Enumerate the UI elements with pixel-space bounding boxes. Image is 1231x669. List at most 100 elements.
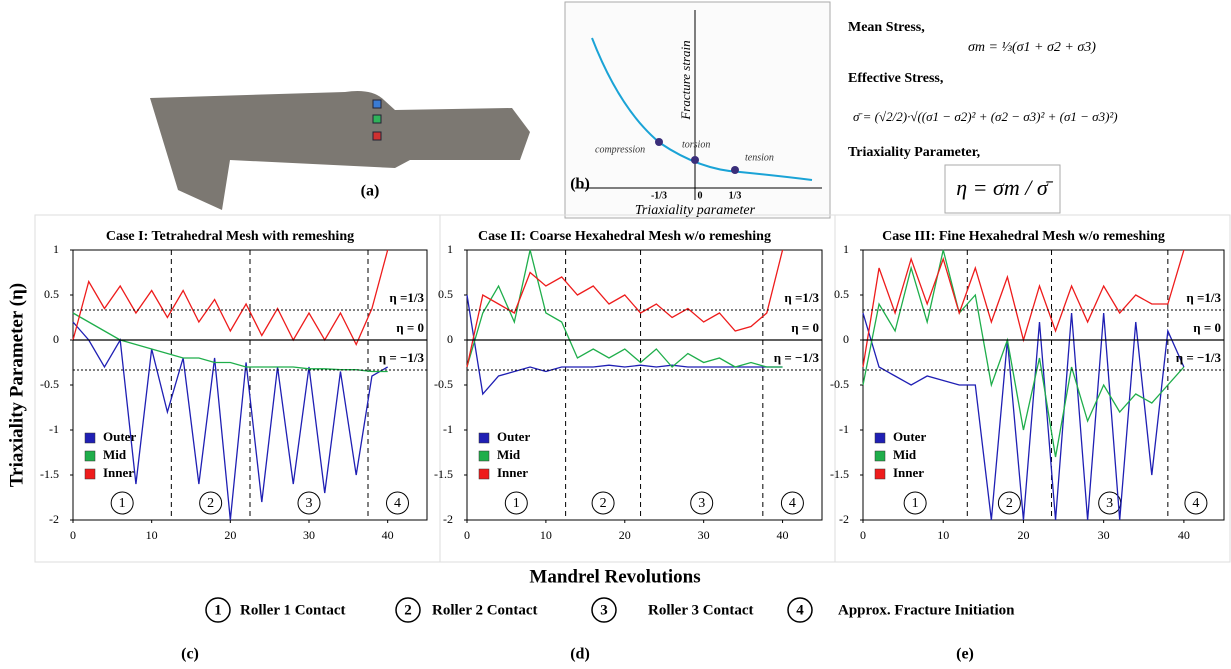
stage-label: 1	[119, 496, 126, 511]
point	[691, 156, 699, 164]
point-label: tension	[745, 152, 774, 163]
x-tick-label: 20	[1017, 528, 1029, 542]
marker-outer	[372, 99, 382, 109]
panel-frame	[439, 214, 836, 563]
y-tick-label: -1	[443, 422, 453, 436]
stage-circle	[997, 491, 1021, 515]
equation-label: Mean Stress,	[848, 20, 925, 35]
stage-circle	[690, 491, 714, 515]
legend-swatch	[874, 432, 886, 444]
stage-circle	[504, 491, 528, 515]
y-tick-label: 1	[843, 242, 849, 256]
y-tick-label: -2	[443, 512, 453, 526]
marker-mid	[372, 114, 382, 124]
panel-frame	[834, 214, 1231, 563]
series-line	[862, 249, 1185, 458]
legend-label: Mid	[893, 447, 917, 462]
key-symbol: 2	[404, 602, 412, 618]
equation: η = σm / σ̄	[956, 175, 1053, 200]
equation-label: Effective Stress,	[848, 71, 943, 86]
y-tick-label: -1.5	[434, 467, 453, 481]
reference-label: η = −1/3	[1176, 350, 1222, 365]
y-tick-label: -0.5	[434, 377, 453, 391]
panel-label: (d)	[570, 646, 590, 663]
panel-label: (a)	[361, 183, 380, 200]
reference-label: η = 0	[791, 320, 819, 335]
marker-inner	[372, 131, 382, 141]
point-label: torsion	[682, 139, 710, 150]
key-circle	[395, 597, 421, 623]
chart-title: Case III: Fine Hexahedral Mesh w/o remes…	[882, 229, 1165, 244]
specimen-photo	[150, 91, 530, 210]
x-tick-label: 10	[146, 528, 158, 542]
key-label: Roller 2 Contact	[432, 602, 538, 618]
y-axis-label: Triaxiality Parameter (η)	[6, 283, 27, 487]
legend-swatch	[478, 468, 490, 480]
legend-label: Outer	[497, 429, 530, 444]
legend-swatch	[478, 432, 490, 444]
x-tick-label: 40	[382, 528, 394, 542]
y-tick-label: -2	[49, 512, 59, 526]
point-label: compression	[595, 144, 645, 155]
equation-box	[944, 164, 1061, 214]
reference-label: η = −1/3	[379, 350, 425, 365]
legend-swatch	[84, 432, 96, 444]
y-tick-label: -1.5	[830, 467, 849, 481]
stage-circle	[297, 491, 321, 515]
key-circle	[591, 597, 617, 623]
key-circle	[787, 597, 813, 623]
stage-label: 2	[1006, 496, 1013, 511]
stage-label: 2	[600, 496, 607, 511]
series-line	[72, 321, 388, 521]
key-symbol: 3	[600, 602, 608, 618]
y-tick-label: -0.5	[40, 377, 59, 391]
key-label: Roller 3 Contact	[648, 602, 754, 618]
y-tick-label: -0.5	[830, 377, 849, 391]
specimen	[150, 91, 530, 210]
stage-circle	[780, 491, 804, 515]
diagram-x-label: Triaxiality parameter	[635, 203, 756, 218]
y-tick-label: 0	[53, 332, 59, 346]
y-tick-label: 1	[53, 242, 59, 256]
y-tick-label: 0.5	[44, 287, 59, 301]
point	[655, 138, 663, 146]
stage-circle	[110, 491, 134, 515]
x-tick-label: 0	[464, 528, 470, 542]
chart-title: Case II: Coarse Hexahedral Mesh w/o reme…	[478, 229, 771, 244]
x-tick-label: 0	[860, 528, 866, 542]
reference-label: η =1/3	[784, 290, 819, 305]
x-tick-label: 40	[777, 528, 789, 542]
panel-label: (b)	[570, 176, 590, 193]
x-axis-label: Mandrel Revolutions	[529, 566, 700, 587]
series-line	[466, 249, 783, 368]
legend-label: Outer	[893, 429, 926, 444]
legend-swatch	[874, 468, 886, 480]
x-tick-label: 30	[698, 528, 710, 542]
stage-label: 4	[1192, 496, 1199, 511]
equation-label: Triaxiality Parameter,	[848, 145, 980, 160]
reference-label: η = −1/3	[774, 350, 820, 365]
y-tick-label: 0.5	[834, 287, 849, 301]
legend-swatch	[874, 450, 886, 462]
y-tick-label: -1	[839, 422, 849, 436]
stage-label: 3	[1106, 496, 1113, 511]
x-tick-label: 20	[619, 528, 631, 542]
x-tick-label: 40	[1178, 528, 1190, 542]
x-tick-label: 10	[540, 528, 552, 542]
reference-label: η =1/3	[1186, 290, 1221, 305]
stage-label: 1	[513, 496, 520, 511]
legend-label: Mid	[497, 447, 521, 462]
point	[731, 166, 739, 174]
panel-label: (c)	[181, 646, 199, 663]
stage-circle	[1184, 491, 1208, 515]
key-circle	[205, 597, 231, 623]
y-tick-label: 0	[447, 332, 453, 346]
y-tick-label: 1	[447, 242, 453, 256]
stage-circle	[903, 491, 927, 515]
reference-label: η = 0	[396, 320, 424, 335]
legend-label: Inner	[497, 465, 528, 480]
legend-swatch	[84, 468, 96, 480]
x-tick-label: 10	[937, 528, 949, 542]
legend-label: Outer	[103, 429, 136, 444]
